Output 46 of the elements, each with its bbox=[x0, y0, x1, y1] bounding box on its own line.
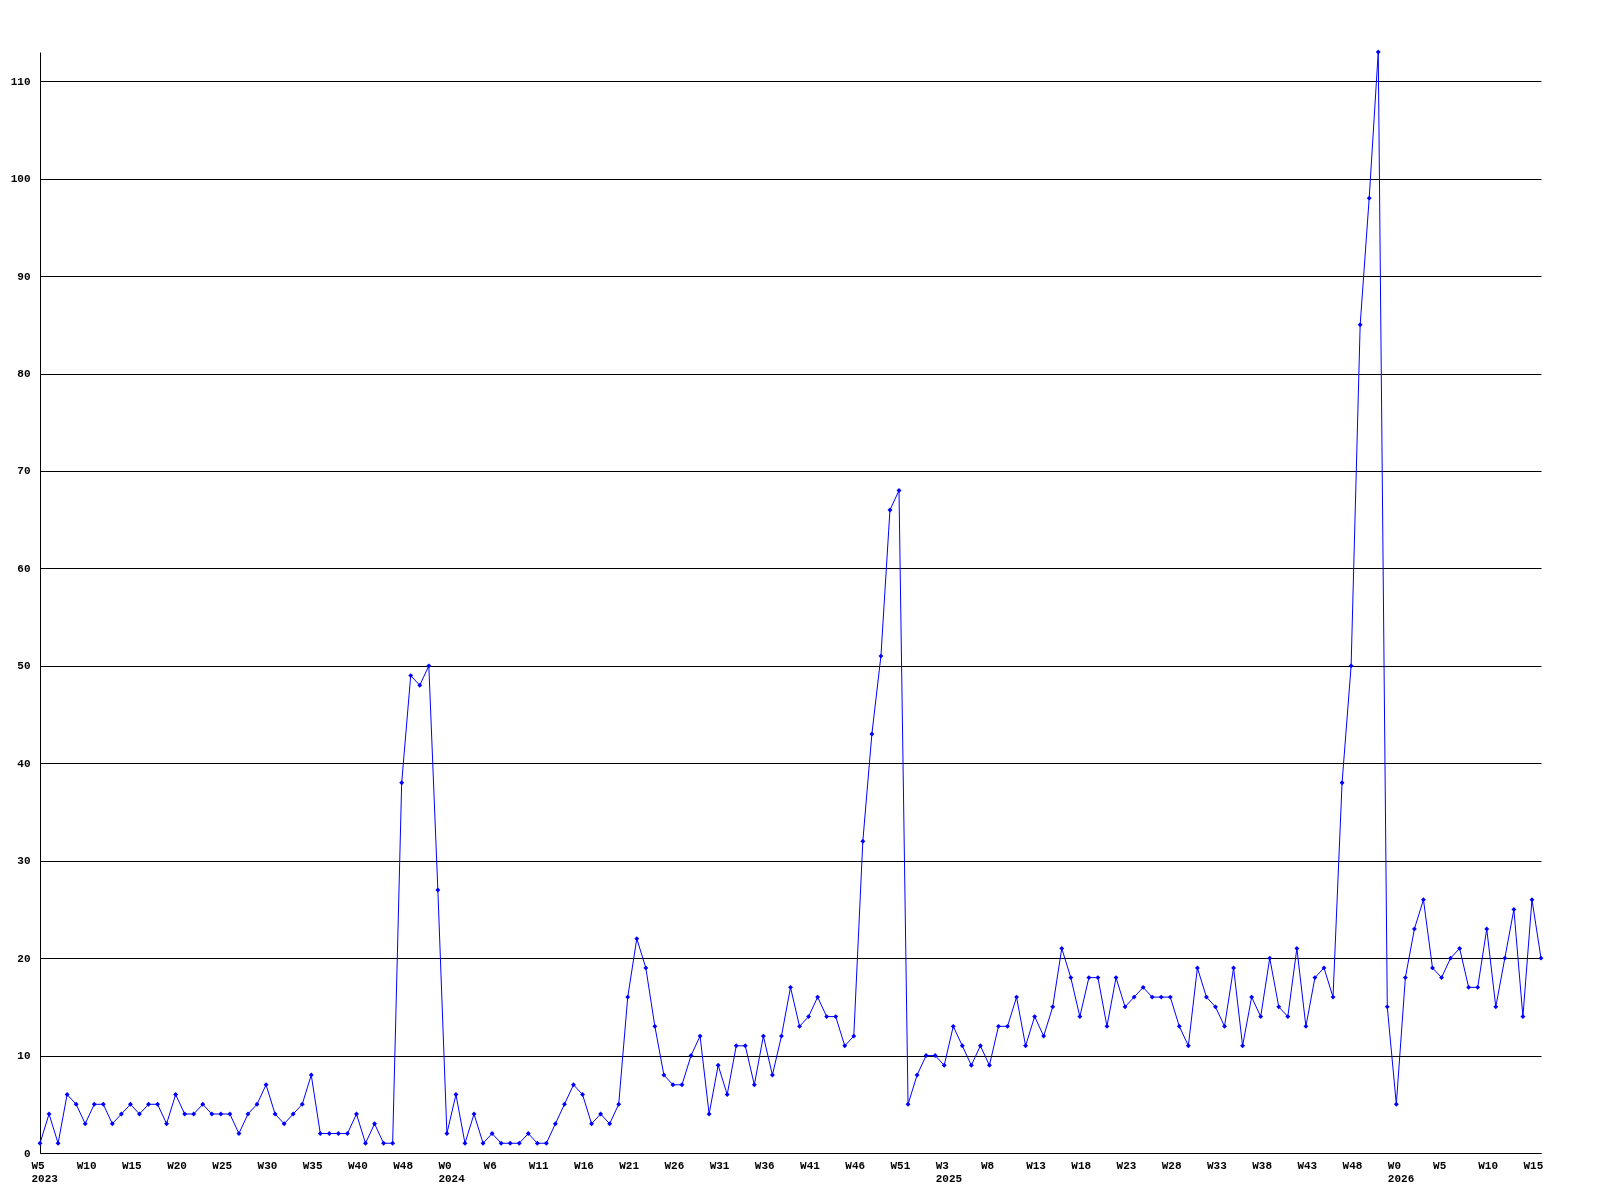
x-tick-label: W35 bbox=[302, 1159, 323, 1172]
x-tick-label: W48 bbox=[393, 1159, 414, 1172]
x-tick-label: W40 bbox=[347, 1159, 368, 1172]
x-tick-label: W28 bbox=[1161, 1159, 1182, 1172]
x-tick-label: W26 bbox=[664, 1159, 685, 1172]
x-tick-label: W5 bbox=[1433, 1159, 1447, 1172]
x-tick-label: W31 bbox=[709, 1159, 730, 1172]
y-tick-label: 70 bbox=[17, 465, 31, 478]
x-tick-label: W25 bbox=[212, 1159, 233, 1172]
x-tick-label: W20 bbox=[167, 1159, 187, 1172]
x-tick-label: W0 2024 bbox=[438, 1159, 466, 1185]
y-tick-label: 80 bbox=[17, 368, 31, 381]
x-tick-label: W38 bbox=[1252, 1159, 1273, 1172]
x-tick-label: W33 bbox=[1206, 1159, 1228, 1172]
x-tick-label: W10 bbox=[76, 1159, 97, 1172]
x-tick-label: W18 bbox=[1071, 1159, 1092, 1172]
x-tick-label: W46 bbox=[845, 1159, 866, 1172]
y-tick-label: 30 bbox=[17, 855, 31, 868]
x-tick-label: W5 2023 bbox=[31, 1159, 59, 1185]
y-tick-label: 10 bbox=[17, 1050, 31, 1063]
y-tick-label: 110 bbox=[10, 75, 31, 88]
x-tick-label: W0 2026 bbox=[1387, 1159, 1415, 1185]
x-tick-label: W11 bbox=[528, 1159, 550, 1172]
y-tick-label: 60 bbox=[17, 562, 31, 575]
x-tick-label: W6 bbox=[483, 1159, 497, 1172]
x-tick-label: W15 bbox=[1523, 1159, 1544, 1172]
y-tick-label: 0 bbox=[23, 1147, 31, 1160]
x-tick-label: W23 bbox=[1116, 1159, 1137, 1172]
x-tick-label: W48 bbox=[1342, 1159, 1363, 1172]
x-tick-label: W41 bbox=[800, 1159, 821, 1172]
x-tick-label: W16 bbox=[574, 1159, 594, 1172]
x-tick-label: W43 bbox=[1297, 1159, 1318, 1172]
x-tick-label: W10 bbox=[1478, 1159, 1499, 1172]
x-tick-label: W3 2025 bbox=[935, 1159, 963, 1185]
x-tick-label: W15 bbox=[121, 1159, 143, 1172]
y-tick-label: 50 bbox=[17, 660, 31, 673]
x-tick-label: W51 bbox=[890, 1159, 911, 1172]
x-tick-label: W30 bbox=[257, 1159, 278, 1172]
y-tick-label: 100 bbox=[10, 173, 31, 186]
x-tick-label: W21 bbox=[619, 1159, 640, 1172]
y-tick-label: 90 bbox=[17, 270, 31, 283]
x-tick-label: W13 bbox=[1026, 1159, 1047, 1172]
y-tick-label: 20 bbox=[17, 952, 31, 965]
x-tick-label: W36 bbox=[754, 1159, 775, 1172]
y-tick-label: 40 bbox=[17, 757, 31, 770]
x-tick-label: W8 bbox=[980, 1159, 995, 1172]
